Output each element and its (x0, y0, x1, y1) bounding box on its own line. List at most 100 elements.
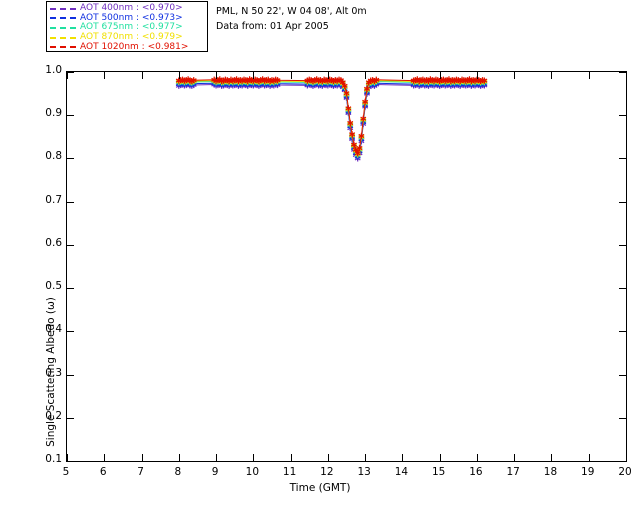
y-axis-tick (67, 417, 74, 419)
x-axis-tick (290, 72, 292, 79)
x-axis-tick (216, 454, 218, 461)
x-axis-tick-label: 9 (211, 466, 219, 478)
y-axis-tick (67, 331, 74, 333)
plot-frame (66, 71, 627, 462)
y-axis-tick (67, 72, 74, 73)
x-axis-tick-label: 17 (506, 466, 520, 478)
x-axis-tick (290, 454, 292, 461)
x-axis-tick-label: 14 (394, 466, 409, 478)
data-series-svg (175, 76, 488, 162)
y-axis-tick-label: 0.5 (45, 280, 62, 293)
data-point-marker (274, 77, 281, 84)
site-location-line: PML, N 50 22', W 04 08', Alt 0m (216, 6, 367, 17)
x-axis-tick (67, 72, 68, 79)
x-axis-tick (439, 72, 441, 79)
y-axis-tick (67, 244, 74, 246)
x-axis-tick-label: 7 (137, 466, 144, 478)
x-axis-tick (402, 72, 404, 79)
legend-item-870nm: AOT 870nm : <0.979> (50, 33, 207, 43)
series-aot-400nm (175, 81, 488, 162)
data-point-marker (347, 119, 354, 127)
x-axis-tick (402, 454, 404, 461)
y-axis-tick (619, 417, 626, 419)
y-axis-tick-label: 0.1 (45, 453, 62, 465)
data-point-marker (345, 105, 352, 112)
data-point-marker (341, 82, 348, 89)
x-axis-tick (626, 454, 627, 461)
x-axis-tick (178, 454, 180, 461)
data-point-marker (363, 85, 370, 92)
legend-line-swatch-icon (50, 46, 76, 49)
x-axis-tick-label: 15 (431, 466, 446, 478)
series-line (178, 83, 485, 160)
x-axis-tick (327, 72, 329, 79)
legend-item-label: AOT 675nm : <0.977> (80, 22, 183, 33)
x-axis-tick (476, 454, 478, 461)
y-axis-tick (619, 288, 626, 290)
x-axis-tick (365, 72, 367, 79)
x-axis-tick-label: 11 (282, 466, 297, 478)
y-axis-tick-label: 0.4 (45, 323, 62, 336)
x-axis-tick (141, 454, 143, 461)
y-axis-tick (67, 115, 74, 117)
series-line (178, 78, 485, 155)
legend-item-label: AOT 870nm : <0.979> (80, 32, 183, 43)
x-axis-tick (253, 454, 255, 461)
y-axis-tick-label: 0.2 (45, 409, 62, 422)
y-axis-tick (67, 158, 74, 160)
legend-item-400nm: AOT 400nm : <0.970> (50, 4, 207, 14)
legend-item-500nm: AOT 500nm : <0.973> (50, 13, 207, 24)
x-axis-tick (104, 454, 106, 461)
y-axis-tick (619, 72, 626, 73)
legend-line-swatch-icon (50, 26, 76, 29)
y-axis-tick-label: 0.8 (45, 150, 62, 163)
x-axis-tick (551, 72, 553, 79)
data-point-marker (356, 144, 363, 152)
data-point-marker (373, 76, 380, 83)
y-axis-tick (67, 374, 74, 376)
data-date-line: Data from: 01 Apr 2005 (216, 21, 329, 32)
data-point-marker (360, 115, 367, 122)
legend-item-label: AOT 1020nm : <0.981> (80, 41, 189, 52)
legend-line-swatch-icon (50, 36, 76, 39)
data-point-marker (343, 90, 350, 97)
x-axis-tick (253, 72, 255, 79)
plot-area (67, 72, 626, 461)
y-axis-tick-label: 0.9 (45, 107, 62, 120)
legend-item-label: AOT 400nm : <0.970> (80, 3, 183, 14)
x-axis-tick (476, 72, 478, 79)
y-axis-tick (619, 331, 626, 333)
y-axis-tick (619, 374, 626, 376)
data-point-marker (349, 131, 356, 138)
series-line (178, 82, 485, 158)
data-point-marker (354, 150, 361, 157)
y-axis-tick (619, 201, 626, 203)
series-aot-870nm (175, 77, 488, 158)
legend-item-1020nm: AOT 1020nm : <0.981> (50, 42, 207, 52)
y-axis-tick (67, 288, 74, 290)
x-axis-tick (551, 454, 553, 461)
y-axis-tick-label: 0.3 (45, 366, 62, 379)
y-axis-tick (619, 244, 626, 246)
x-axis-tick (626, 72, 627, 79)
x-axis-tick-label: 16 (469, 466, 483, 478)
x-axis-tick (439, 454, 441, 461)
x-axis-tick (327, 454, 329, 461)
x-axis-tick-label: 5 (62, 466, 70, 478)
x-axis-tick (104, 72, 106, 79)
x-axis-tick (67, 454, 68, 461)
data-point-marker (190, 77, 197, 84)
y-axis-tick (619, 158, 626, 160)
data-point-marker (362, 98, 369, 105)
data-point-marker (358, 132, 365, 140)
y-axis-tick-label: 1.0 (45, 64, 62, 76)
y-axis-tick (67, 201, 74, 203)
legend-item-675nm: AOT 675nm : <0.977> (50, 23, 207, 33)
y-axis-title-wrap: Single Scattering Albedo (ω) (28, 116, 57, 447)
x-axis-tick-label: 10 (245, 466, 260, 478)
y-axis-tick (67, 461, 74, 462)
header-annotation: PML, N 50 22', W 04 08', Alt 0m Data fro… (216, 4, 456, 34)
legend-line-swatch-icon (50, 17, 76, 20)
y-axis-tick (619, 461, 626, 462)
